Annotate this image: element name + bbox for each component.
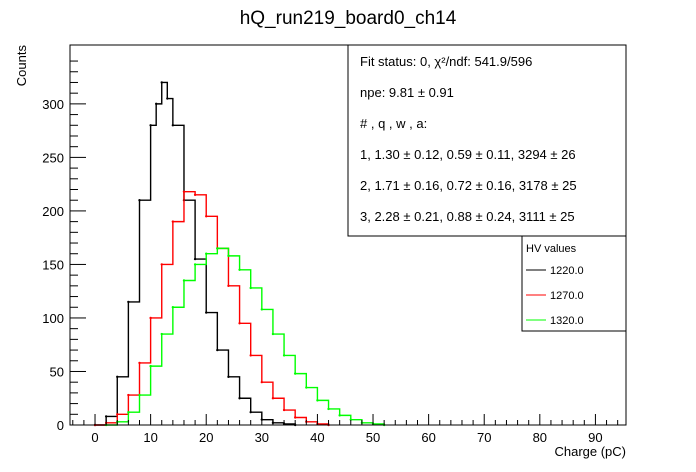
series-1220.0-point-11 bbox=[193, 257, 197, 261]
npe-line: npe: 9.81 ± 0.91 bbox=[360, 85, 454, 100]
series-1320.0-point-8 bbox=[193, 263, 197, 266]
series-1220.0-point-13 bbox=[216, 348, 219, 352]
x-tick-label-60: 60 bbox=[421, 430, 435, 445]
param-header-line: # , q , w , a: bbox=[360, 116, 427, 131]
series-1270.0-point-9 bbox=[193, 193, 197, 197]
series-1220.0-point-6 bbox=[154, 102, 158, 106]
y-tick-label-150: 150 bbox=[42, 257, 64, 272]
series-1220.0-point-1 bbox=[104, 415, 108, 418]
series-1320.0-point-17 bbox=[293, 372, 297, 375]
legend-title: HV values bbox=[526, 243, 577, 255]
series-1220.0-point-9 bbox=[171, 124, 175, 127]
series-1320.0-point-15 bbox=[271, 332, 275, 336]
y-tick-label-300: 300 bbox=[42, 97, 64, 112]
chart-title: hQ_run219_board0_ch14 bbox=[240, 8, 457, 29]
series-1320.0-point-6 bbox=[171, 306, 175, 309]
series-1270.0-point-17 bbox=[282, 408, 286, 412]
y-tick-label-250: 250 bbox=[42, 150, 64, 165]
series-1220.0-point-15 bbox=[238, 397, 241, 400]
legend-label-1320: 1320.0 bbox=[550, 315, 584, 327]
x-tick-label-50: 50 bbox=[366, 430, 380, 445]
series-1320.0-point-9 bbox=[205, 252, 208, 255]
y-tick-label-100: 100 bbox=[42, 311, 64, 326]
series-1320.0-point-14 bbox=[260, 308, 264, 311]
series-1320.0-point-3 bbox=[138, 393, 141, 397]
legend-label-1270: 1270.0 bbox=[550, 290, 584, 302]
series-1270.0-point-15 bbox=[260, 380, 264, 384]
series-1270.0-point-14 bbox=[249, 354, 252, 357]
series-1270.0-point-4 bbox=[138, 361, 141, 365]
series-1220.0-point-4 bbox=[138, 199, 141, 202]
series-1320.0-point-18 bbox=[305, 386, 308, 389]
param-row-3: 3, 2.28 ± 0.21, 0.88 ± 0.24, 3111 ± 25 bbox=[360, 209, 575, 224]
fit-stats-box: Fit status: 0, χ²/ndf: 541.9/596 npe: 9.… bbox=[347, 44, 627, 237]
param-row-2: 2, 1.71 ± 0.16, 0.72 ± 0.16, 3178 ± 25 bbox=[360, 178, 577, 193]
y-tick-label-50: 50 bbox=[50, 364, 64, 379]
x-tick-label-40: 40 bbox=[310, 430, 324, 445]
x-tick-label-20: 20 bbox=[199, 430, 213, 445]
series-1320.0-point-20 bbox=[327, 407, 330, 411]
series-1320.0-point-4 bbox=[149, 364, 152, 368]
series-1270.0-point-6 bbox=[160, 263, 163, 266]
series-1220.0-point-12 bbox=[205, 311, 208, 314]
series-1270.0-point-12 bbox=[227, 284, 230, 288]
y-axis-title: Counts bbox=[14, 45, 29, 87]
series-1220.0-point-2 bbox=[116, 375, 119, 379]
series-1320.0-point-10 bbox=[216, 247, 219, 250]
series-1270.0-point-7 bbox=[171, 220, 175, 223]
series-1220.0-point-14 bbox=[227, 375, 230, 379]
series-line-1320.0 bbox=[106, 247, 385, 426]
x-tick-label-70: 70 bbox=[477, 430, 491, 445]
series-1270.0-point-3 bbox=[127, 393, 130, 397]
param-row-1: 1, 1.30 ± 0.12, 0.59 ± 0.11, 3294 ± 26 bbox=[360, 147, 576, 162]
series-1320.0-point-16 bbox=[282, 354, 286, 357]
legend-label-1220: 1220.0 bbox=[550, 265, 584, 277]
fit-stats-frame bbox=[347, 44, 627, 237]
series-1270.0-point-18 bbox=[293, 416, 297, 419]
series-1320.0-point-12 bbox=[238, 268, 241, 271]
series-1270.0-point-5 bbox=[149, 316, 152, 320]
series-1320.0-point-2 bbox=[127, 410, 130, 414]
series-1320.0-point-21 bbox=[338, 414, 341, 417]
legend-frame bbox=[521, 235, 627, 332]
series-1320.0-point-7 bbox=[182, 279, 186, 282]
series-1220.0-point-5 bbox=[149, 124, 152, 127]
series-1220.0-point-3 bbox=[127, 300, 130, 304]
series-1320.0-point-22 bbox=[349, 418, 352, 421]
series-1320.0-point-13 bbox=[249, 286, 252, 290]
x-axis-title: Charge (pC) bbox=[554, 444, 626, 459]
x-tick-label-80: 80 bbox=[533, 430, 547, 445]
x-tick-label-0: 0 bbox=[91, 430, 98, 445]
x-tick-label-30: 30 bbox=[255, 430, 269, 445]
series-1270.0-point-13 bbox=[238, 322, 241, 325]
series-1220.0-point-8 bbox=[166, 97, 169, 100]
legend: HV values 1220.0 1270.0 1320.0 bbox=[521, 235, 627, 332]
x-tick-label-10: 10 bbox=[143, 430, 157, 445]
series-1320.0-point-19 bbox=[316, 399, 319, 402]
series-1270.0-point-2 bbox=[116, 413, 119, 416]
axes-layer: 0 10 20 30 40 50 60 70 80 90 0 50 100 150 200 250 300 bbox=[42, 60, 619, 445]
series-1320.0-point-11 bbox=[227, 254, 230, 258]
x-tick-label-90: 90 bbox=[588, 430, 602, 445]
series-1270.0-point-16 bbox=[271, 397, 275, 400]
y-tick-label-200: 200 bbox=[42, 204, 64, 219]
series-1270.0-point-8 bbox=[182, 190, 186, 193]
fit-status-line: Fit status: 0, χ²/ndf: 541.9/596 bbox=[360, 54, 532, 69]
series-1270.0-point-10 bbox=[205, 215, 208, 218]
series-1220.0-point-7 bbox=[160, 81, 163, 84]
series-1320.0-point-5 bbox=[160, 332, 163, 336]
series-1220.0-point-16 bbox=[249, 410, 252, 414]
y-tick-label-0: 0 bbox=[57, 418, 64, 433]
